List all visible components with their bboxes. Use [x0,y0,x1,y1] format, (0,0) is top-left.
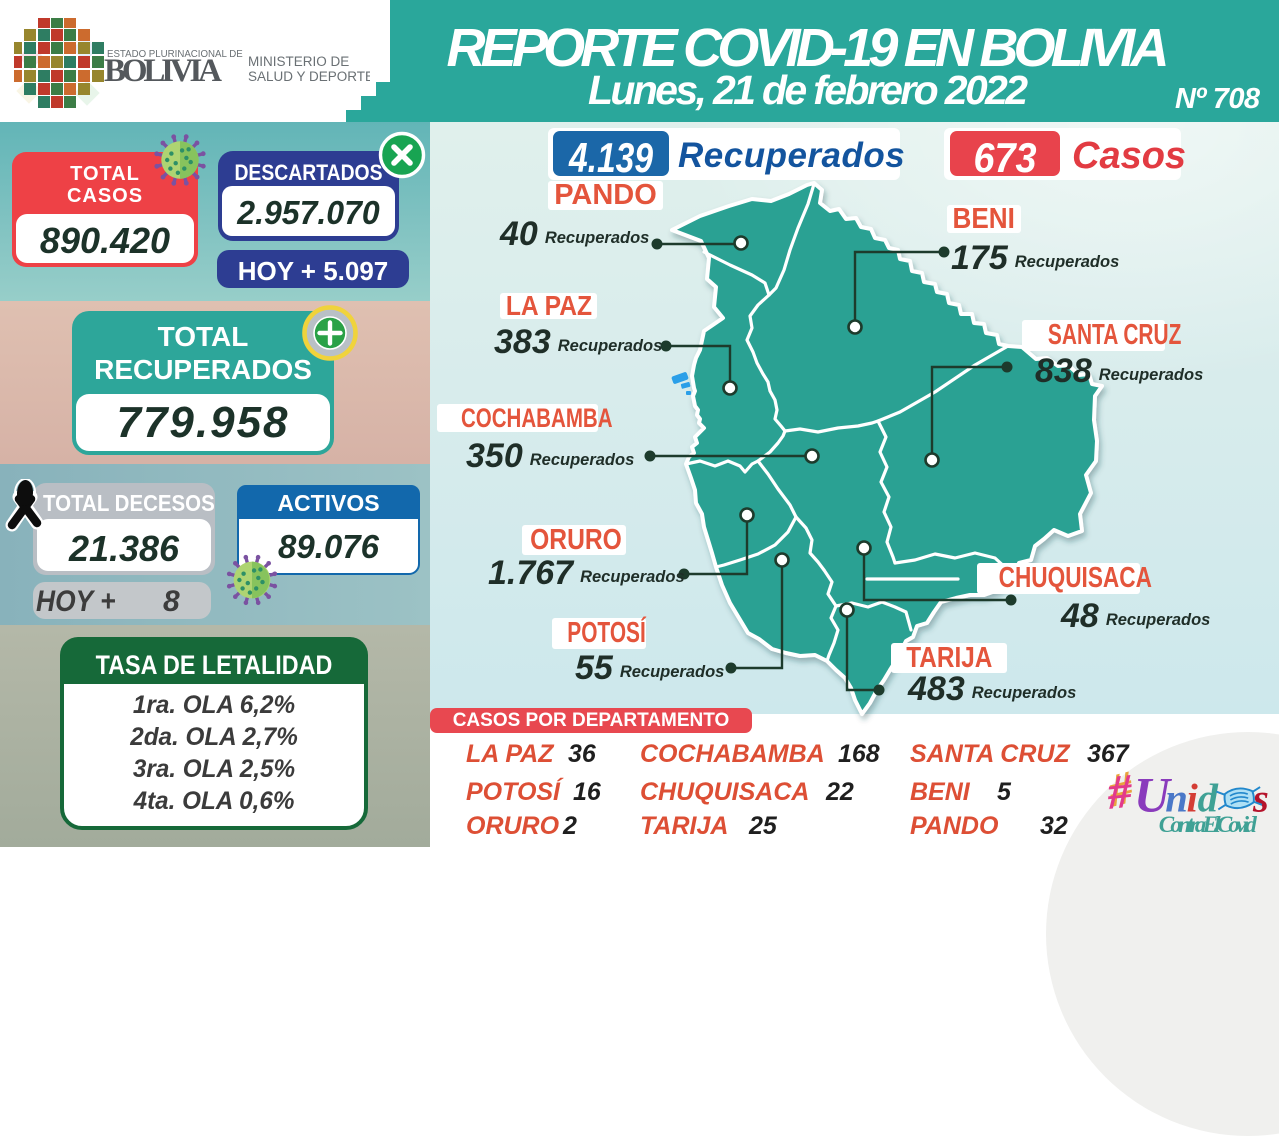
svg-text:s: s [1252,776,1269,821]
svg-text:n: n [1165,776,1188,821]
svg-text:Lunes, 21 de febrero 2022: Lunes, 21 de febrero 2022 [588,67,1028,113]
svg-text:#: # [1108,765,1135,820]
svg-text:d: d [1198,776,1219,821]
svg-text:BOLIVIA: BOLIVIA [104,53,222,88]
svg-text:i: i [1187,776,1199,821]
svg-text:U: U [1134,768,1173,823]
svg-text:Nº 708: Nº 708 [1175,83,1261,115]
svg-text:REPORTE COVID-19 EN BOLIVIA: REPORTE COVID-19 EN BOLIVIA [447,18,1170,78]
svg-text:SALUD Y DEPORTES: SALUD Y DEPORTES [248,69,370,84]
svg-text:ESTADO PLURINACIONAL DE: ESTADO PLURINACIONAL DE [107,49,243,60]
svg-text:ContraElCovid: ContraElCovid [1159,811,1257,837]
svg-text:MINISTERIO DE: MINISTERIO DE [248,54,349,69]
